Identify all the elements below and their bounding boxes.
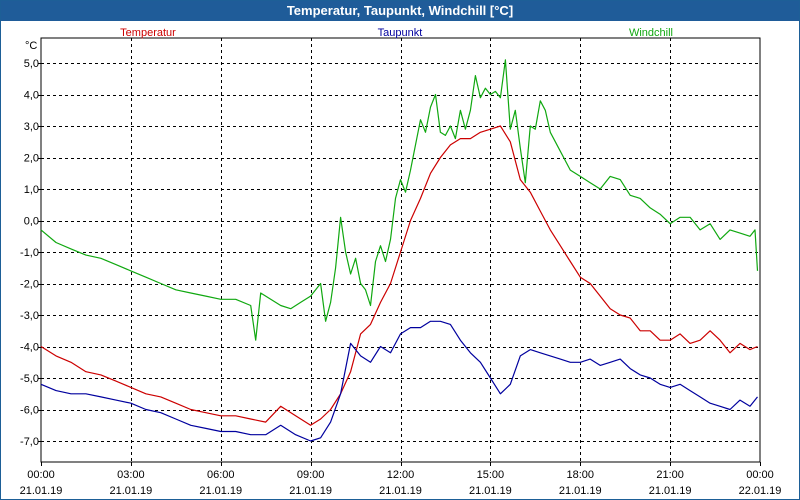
y-tick-label: 5,0 [24, 58, 39, 70]
series-line-taupunkt [40, 320, 758, 442]
series-line-temperatur [40, 125, 758, 426]
y-axis-ticks: 5,0 4,0 3,0 2,0 1,0 0,0 -1,0 -2,0 -3,0 -4,0 -5,0 -6… [20, 58, 41, 448]
series-lines [40, 59, 759, 442]
y-tick-label: -3,0 [20, 310, 39, 322]
x-tick-time-label: 03:00 [117, 469, 145, 481]
x-tick-date-label: 21.01.19 [289, 485, 332, 497]
legend-item-windchill: Windchill [629, 27, 673, 39]
series-line-windchill [40, 59, 759, 341]
x-tick-time-label: 15:00 [477, 469, 505, 481]
plot-area-frame [40, 37, 761, 463]
y-tick-label: 0,0 [24, 216, 39, 228]
x-tick-time-label: 21:00 [656, 469, 684, 481]
x-tick-time-label: 00:00 [27, 469, 55, 481]
y-tick-label: 2,0 [24, 153, 39, 165]
y-tick-label: -1,0 [20, 247, 39, 259]
legend-item-temperatur: Temperatur [120, 27, 176, 39]
y-tick-label: 3,0 [24, 121, 39, 133]
x-tick-date-label: 22.01.19 [739, 485, 782, 497]
x-tick-time-label: 09:00 [297, 469, 325, 481]
x-tick-time-label: 12:00 [387, 469, 415, 481]
x-tick-date-label: 21.01.19 [469, 485, 512, 497]
x-axis-ticks: 00:00 21.01.19 03:00 21.01.19 06:00 21.01.19 0… [20, 462, 782, 497]
grid [41, 38, 760, 462]
y-tick-label: -5,0 [20, 373, 39, 385]
y-tick-label: -4,0 [20, 342, 39, 354]
window-title: Temperatur, Taupunkt, Windchill [°C] [1, 1, 799, 21]
y-tick-label: 1,0 [24, 184, 39, 196]
x-tick-time-label: 00:00 [746, 469, 774, 481]
x-tick-date-label: 21.01.19 [379, 485, 422, 497]
y-axis-unit-label: °C [25, 40, 37, 52]
x-tick-date-label: 21.01.19 [109, 485, 152, 497]
legend-item-taupunkt: Taupunkt [378, 27, 423, 39]
x-tick-date-label: 21.01.19 [649, 485, 692, 497]
x-tick-date-label: 21.01.19 [20, 485, 63, 497]
legend: Temperatur Taupunkt Windchill [120, 27, 673, 39]
x-tick-date-label: 21.01.19 [199, 485, 242, 497]
y-tick-label: -6,0 [20, 405, 39, 417]
y-tick-label: -7,0 [20, 436, 39, 448]
y-tick-label: -2,0 [20, 279, 39, 291]
x-tick-date-label: 21.01.19 [559, 485, 602, 497]
y-tick-label: 4,0 [24, 90, 39, 102]
x-tick-time-label: 06:00 [207, 469, 235, 481]
x-tick-time-label: 18:00 [566, 469, 594, 481]
